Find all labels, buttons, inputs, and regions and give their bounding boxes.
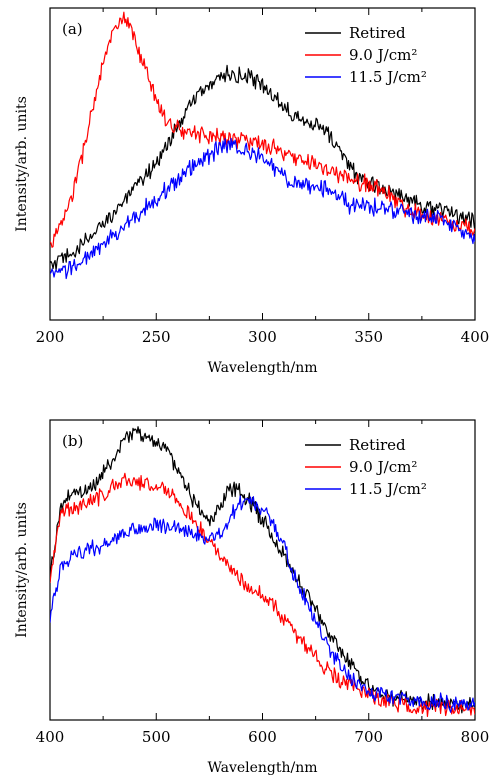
y-axis-label: Intensity/arb. units: [14, 502, 30, 638]
x-tick-label: 400: [461, 328, 490, 346]
y-axis-label: Intensity/arb. units: [14, 96, 30, 232]
series-line-1: [50, 472, 475, 718]
panel-a: 200 250 300 350 400 Wavelength/nm Intensity/ar…: [14, 7, 490, 376]
legend-label: 11.5 J/cm²: [349, 68, 427, 86]
x-tick-label: 300: [248, 328, 277, 346]
legend-label: 9.0 J/cm²: [349, 46, 417, 64]
x-tick-label: 400: [36, 728, 65, 746]
x-tick-label: 200: [36, 328, 65, 346]
series-line-0: [50, 64, 475, 271]
series-line-2: [50, 495, 475, 713]
legend-label: Retired: [349, 24, 406, 42]
x-tick-label: 800: [461, 728, 490, 746]
x-tick-label: 600: [248, 728, 277, 746]
legend-label: 11.5 J/cm²: [349, 480, 427, 498]
panel-label: (a): [62, 20, 83, 38]
x-tick-label: 700: [354, 728, 383, 746]
series-line-0: [50, 426, 475, 714]
panel-label: (b): [62, 432, 83, 450]
x-tick-label: 250: [142, 328, 171, 346]
x-tick-label: 500: [142, 728, 171, 746]
series-line-1: [50, 11, 475, 248]
legend-label: 9.0 J/cm²: [349, 458, 417, 476]
x-axis-label: Wavelength/nm: [207, 760, 317, 776]
x-tick-label: 350: [354, 328, 383, 346]
x-axis-label: Wavelength/nm: [207, 360, 317, 376]
series-line-2: [50, 137, 475, 280]
legend-label: Retired: [349, 436, 406, 454]
panel-b: 400 500 600 700 800 Wavelength/nm Intensity/ar…: [14, 419, 490, 776]
